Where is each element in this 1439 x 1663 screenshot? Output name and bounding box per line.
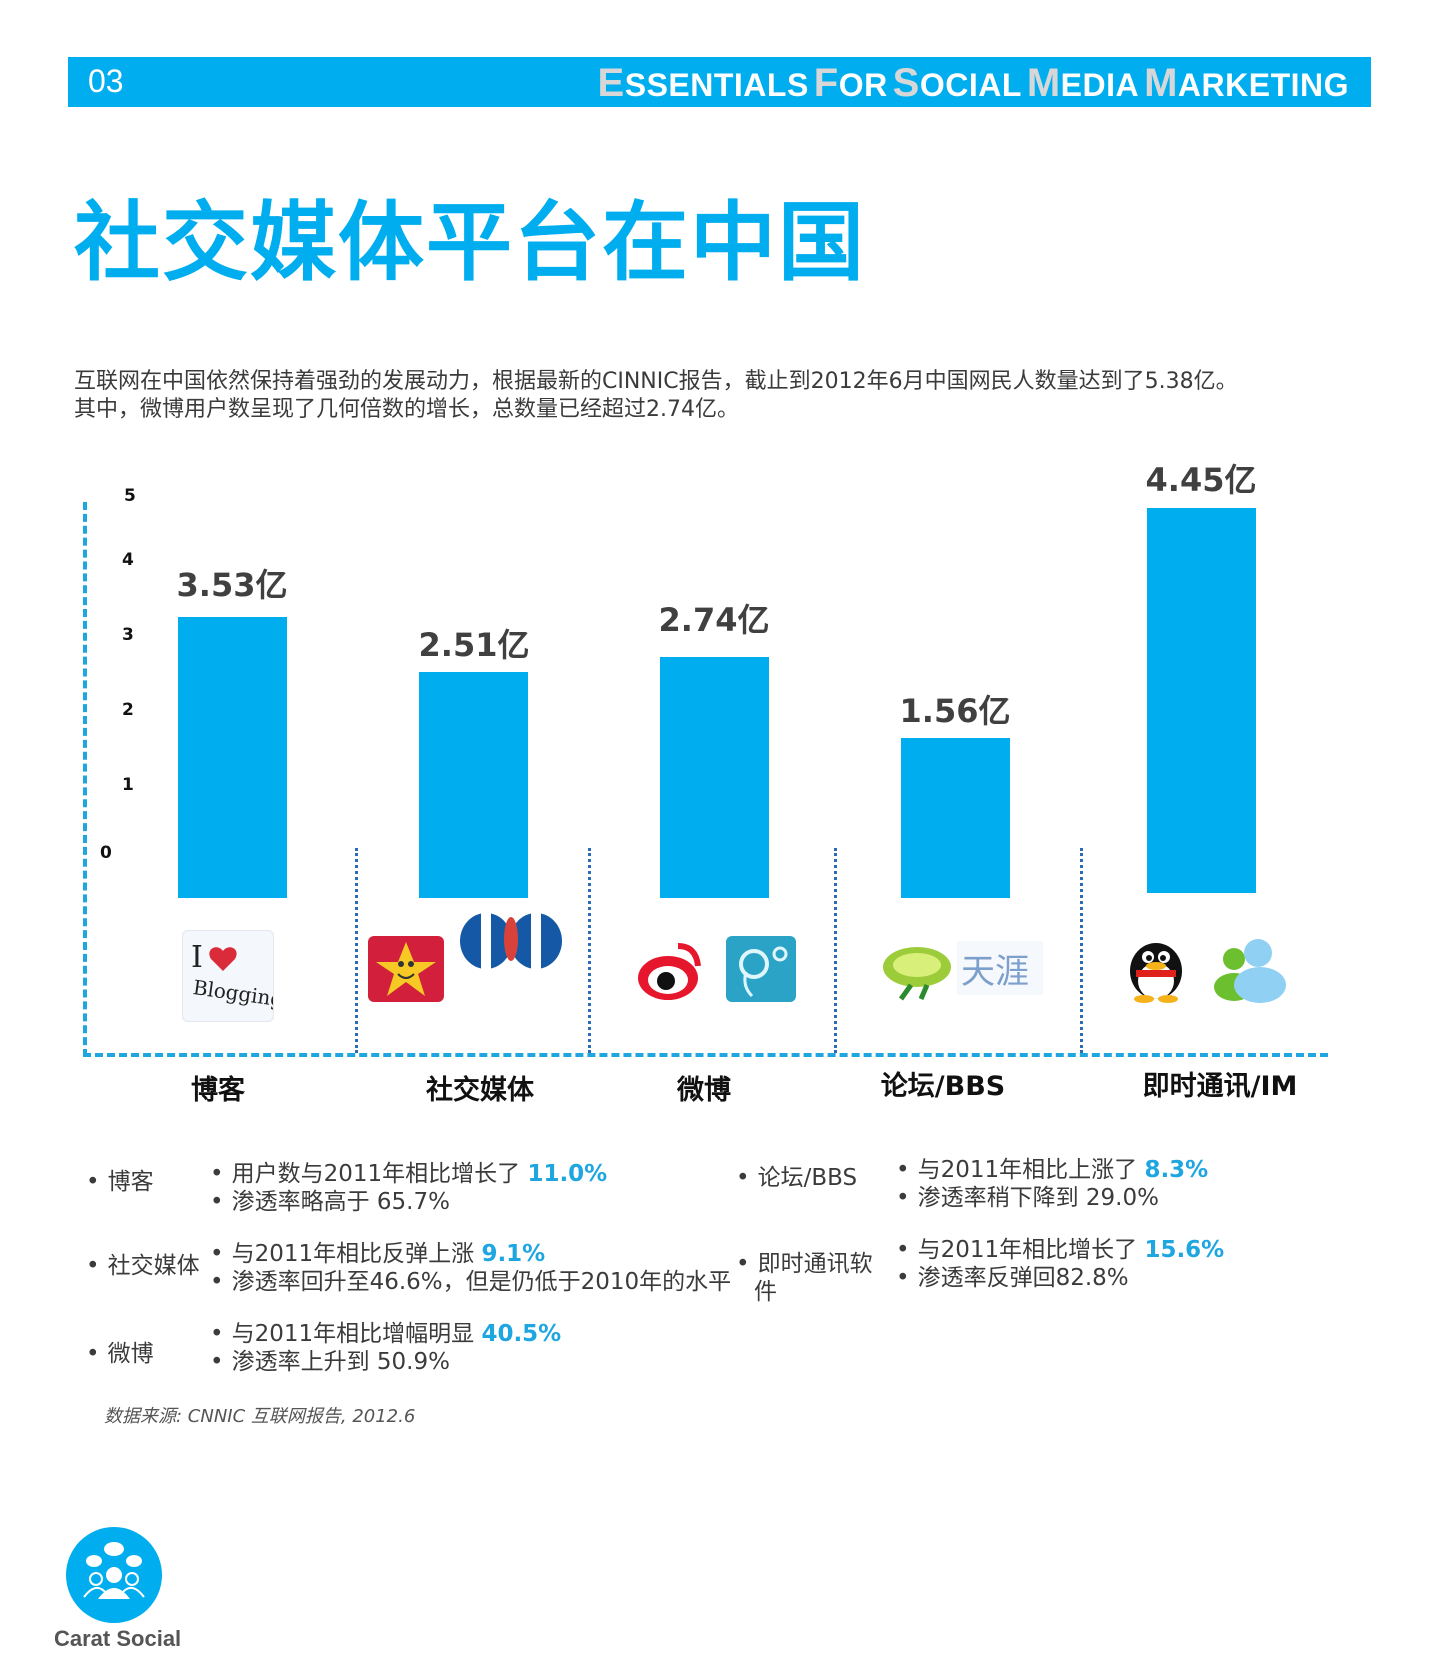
y-tick-3: 3 [122, 625, 134, 645]
kaixin-star-icon [368, 936, 444, 1002]
y-tick-0: 0 [100, 843, 112, 863]
msn-messenger-icon [1208, 935, 1288, 1003]
bullet-detail-im: • 与2011年相比增长了 15.6% • 渗透率反弹回82.8% [896, 1237, 1225, 1291]
y-tick-2: 2 [122, 700, 134, 720]
bar-bbs [901, 738, 1010, 898]
category-separator [588, 848, 591, 1053]
bar-chart: 5 4 3 2 1 0 3.53亿 2.51亿 2.74亿 1.56亿 4.45… [83, 461, 1328, 1106]
bullet-label-im: • 即时通讯软 件 [736, 1251, 873, 1305]
bullet-label-blog: • 博客 [86, 1169, 154, 1195]
category-label-weibo: 微博 [677, 1075, 731, 1106]
bar-blog [178, 617, 287, 898]
bar-value-label: 4.45亿 [1145, 461, 1257, 499]
svg-text:I: I [191, 940, 203, 975]
tianya-forum-icon: 天涯 [877, 935, 1045, 1001]
sina-weibo-icon [634, 936, 706, 1004]
page-title: 社交媒体平台在中国 [74, 193, 866, 293]
carat-social-logo-icon [66, 1527, 162, 1623]
bullet-label-weibo: • 微博 [86, 1341, 154, 1367]
bar-value-label: 2.51亿 [418, 626, 530, 664]
category-separator [1080, 848, 1083, 1053]
header-title: ESSENTIALS FOR SOCIAL MEDIA MARKETING [597, 61, 1349, 105]
bullet-detail-social-media: • 与2011年相比反弹上涨 9.1% • 渗透率回升至46.6%，但是仍低于201… [210, 1241, 732, 1295]
bar-social-media [419, 672, 528, 898]
bar-weibo [660, 657, 769, 898]
category-label-blog: 博客 [191, 1075, 245, 1106]
y-tick-4: 4 [122, 550, 134, 570]
renren-logo-icon [456, 913, 566, 975]
header-bar: 03 ESSENTIALS FOR SOCIAL MEDIA MARKETING [68, 57, 1371, 107]
intro-line-1: 互联网在中国依然保持着强劲的发展动力，根据最新的CINNIC报告，截止到2012… [74, 369, 1238, 394]
data-source-note: 数据来源: CNNIC 互联网报告, 2012.6 [104, 1406, 416, 1427]
page-number: 03 [88, 63, 124, 99]
y-axis [83, 502, 87, 1057]
bullet-detail-bbs: • 与2011年相比上涨了 8.3% • 渗透率稍下降到 29.0% [896, 1157, 1209, 1211]
svg-text:Blogging: Blogging [192, 975, 274, 1011]
tencent-weibo-icon [726, 936, 796, 1002]
bullet-label-bbs: • 论坛/BBS [736, 1165, 858, 1191]
category-separator [834, 848, 837, 1053]
bar-value-label: 2.74亿 [658, 601, 770, 639]
bar-im [1147, 508, 1256, 893]
bullet-detail-weibo: • 与2011年相比增幅明显 40.5% • 渗透率上升到 50.9% [210, 1321, 562, 1375]
x-axis [83, 1053, 1328, 1057]
category-label-social-media: 社交媒体 [426, 1075, 534, 1106]
qq-penguin-icon [1120, 935, 1192, 1003]
y-tick-5: 5 [124, 486, 136, 506]
category-label-bbs: 论坛/BBS [880, 1071, 1006, 1102]
bullet-detail-blog: • 用户数与2011年相比增长了 11.0% • 渗透率略高于 65.7% [210, 1161, 608, 1215]
svg-text:天涯: 天涯 [961, 952, 1029, 992]
bar-value-label: 1.56亿 [899, 692, 1011, 730]
category-label-im: 即时通讯/IM [1142, 1071, 1298, 1102]
category-separator [355, 848, 358, 1053]
bar-value-label: 3.53亿 [176, 566, 288, 604]
intro-paragraph: 互联网在中国依然保持着强劲的发展动力，根据最新的CINNIC报告，截止到2012… [74, 368, 1374, 424]
logo-text: Carat Social [54, 1626, 182, 1651]
bullet-label-social-media: • 社交媒体 [86, 1253, 200, 1279]
i-love-blogging-icon: I Blogging [182, 930, 274, 1022]
intro-line-2: 其中，微博用户数呈现了几何倍数的增长，总数量已经超过2.74亿。 [74, 397, 739, 422]
y-tick-1: 1 [122, 775, 134, 795]
